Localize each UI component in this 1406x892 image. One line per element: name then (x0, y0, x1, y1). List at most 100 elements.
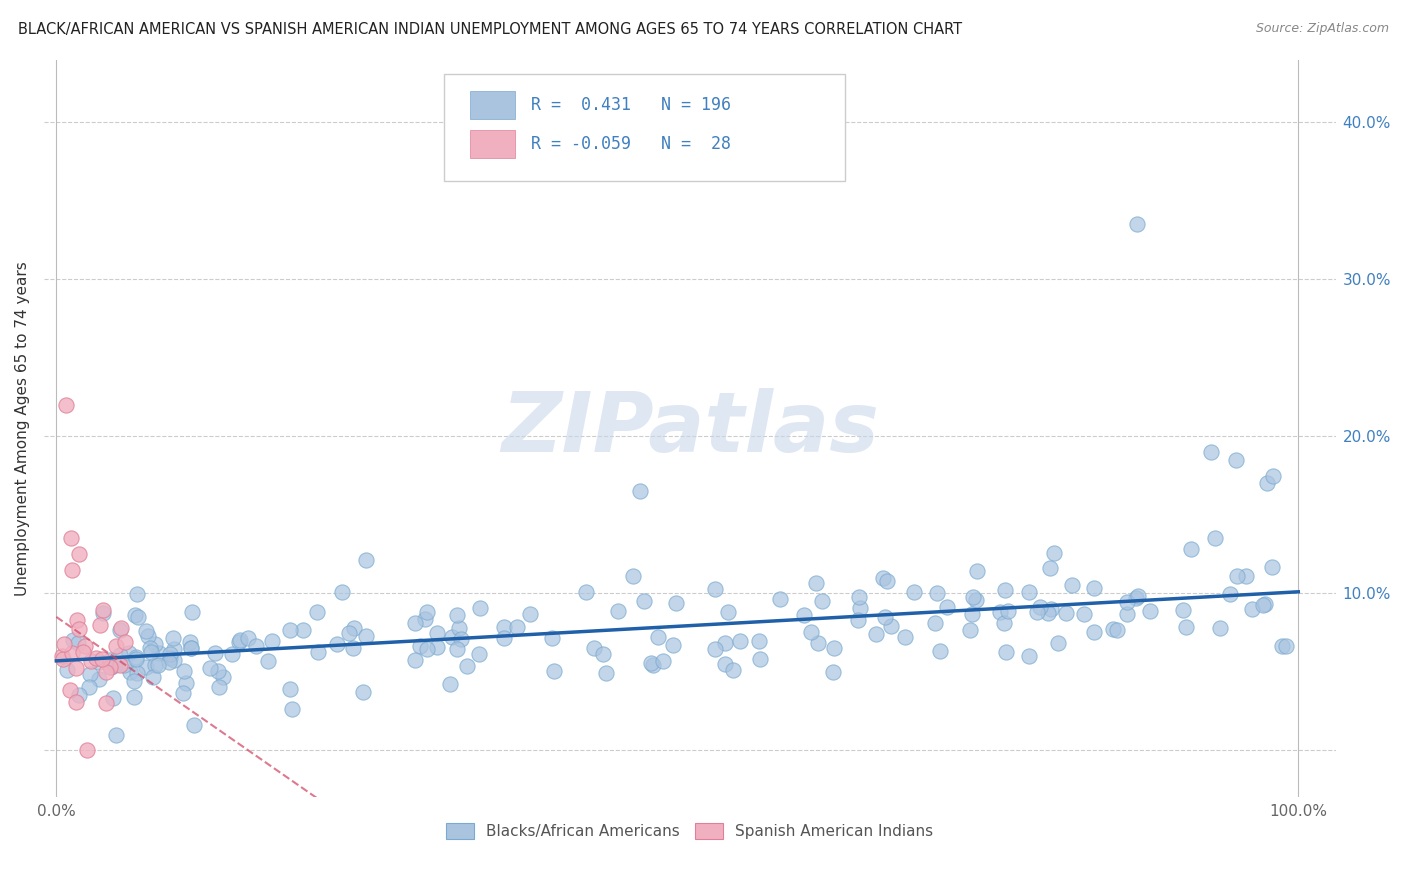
Point (127, 610, 149, 624)
Point (446, 607, 468, 622)
Point (66, 636, 89, 650)
Point (652, 654, 675, 668)
Point (124, 607, 146, 622)
Text: Source: ZipAtlas.com: Source: ZipAtlas.com (1256, 22, 1389, 36)
Point (1256, 476, 1278, 491)
Point (180, 640, 202, 655)
Point (67, 688, 90, 702)
Point (993, 615, 1015, 630)
Point (278, 682, 301, 697)
Point (721, 663, 744, 677)
Point (122, 690, 145, 704)
Point (262, 633, 284, 648)
Point (714, 657, 737, 671)
Point (1225, 453, 1247, 467)
Point (77, 680, 100, 694)
Point (807, 636, 830, 650)
Point (352, 684, 374, 698)
Point (936, 600, 959, 615)
Point (703, 642, 725, 657)
Point (125, 587, 148, 601)
Point (804, 575, 827, 590)
Point (1046, 636, 1069, 650)
Point (1261, 559, 1284, 574)
Point (1036, 606, 1059, 620)
Point (747, 633, 769, 648)
Point (1042, 545, 1064, 559)
Point (1039, 602, 1062, 616)
Point (127, 666, 149, 681)
Point (606, 604, 628, 618)
Point (307, 645, 329, 659)
Point (1139, 604, 1161, 618)
Point (124, 649, 146, 664)
Point (62, 633, 84, 648)
Point (157, 655, 180, 669)
Point (108, 624, 131, 638)
Point (354, 553, 377, 567)
Point (1209, 621, 1232, 635)
Point (1201, 445, 1223, 459)
Point (104, 639, 127, 653)
Point (749, 652, 772, 666)
Point (849, 601, 872, 615)
Point (245, 640, 267, 654)
Point (91, 652, 114, 666)
Point (468, 647, 491, 661)
Point (52, 652, 75, 666)
Point (1083, 624, 1105, 639)
Point (103, 657, 125, 671)
Point (446, 641, 468, 656)
Point (799, 624, 821, 639)
Point (1254, 597, 1277, 611)
Point (823, 640, 845, 655)
Point (1251, 598, 1274, 612)
Point (426, 625, 449, 640)
Point (110, 648, 132, 662)
Point (172, 686, 194, 700)
Point (1107, 623, 1129, 637)
Point (962, 590, 984, 604)
Point (873, 609, 896, 624)
Point (159, 651, 181, 665)
Point (872, 571, 894, 585)
Point (211, 670, 233, 684)
Point (136, 629, 159, 643)
Point (73, 639, 96, 653)
Point (894, 630, 917, 644)
Point (87, 673, 110, 687)
Point (66, 613, 89, 627)
Point (927, 585, 949, 599)
Point (122, 673, 145, 688)
Point (962, 607, 984, 621)
Bar (470, 91, 516, 119)
Point (221, 647, 243, 661)
Point (108, 657, 131, 672)
Point (450, 632, 472, 646)
Point (647, 631, 669, 645)
Point (628, 484, 651, 499)
Point (811, 594, 834, 608)
Point (281, 701, 304, 715)
Point (65, 661, 87, 675)
Point (96, 696, 118, 710)
Point (1025, 605, 1047, 619)
Point (91, 606, 114, 620)
Point (135, 660, 157, 674)
Point (112, 657, 135, 672)
Point (506, 620, 529, 634)
Point (995, 645, 1018, 659)
Point (1263, 468, 1285, 483)
Point (1115, 607, 1137, 621)
Point (540, 631, 562, 645)
Point (426, 640, 449, 654)
Legend: Blacks/African Americans, Spanish American Indians: Blacks/African Americans, Spanish Americ… (440, 817, 939, 845)
Point (162, 631, 184, 645)
Point (1126, 218, 1149, 232)
Point (101, 690, 124, 705)
Point (143, 658, 166, 673)
Point (145, 637, 167, 651)
Bar (470, 129, 516, 158)
Point (1018, 585, 1040, 599)
Point (1234, 568, 1257, 582)
